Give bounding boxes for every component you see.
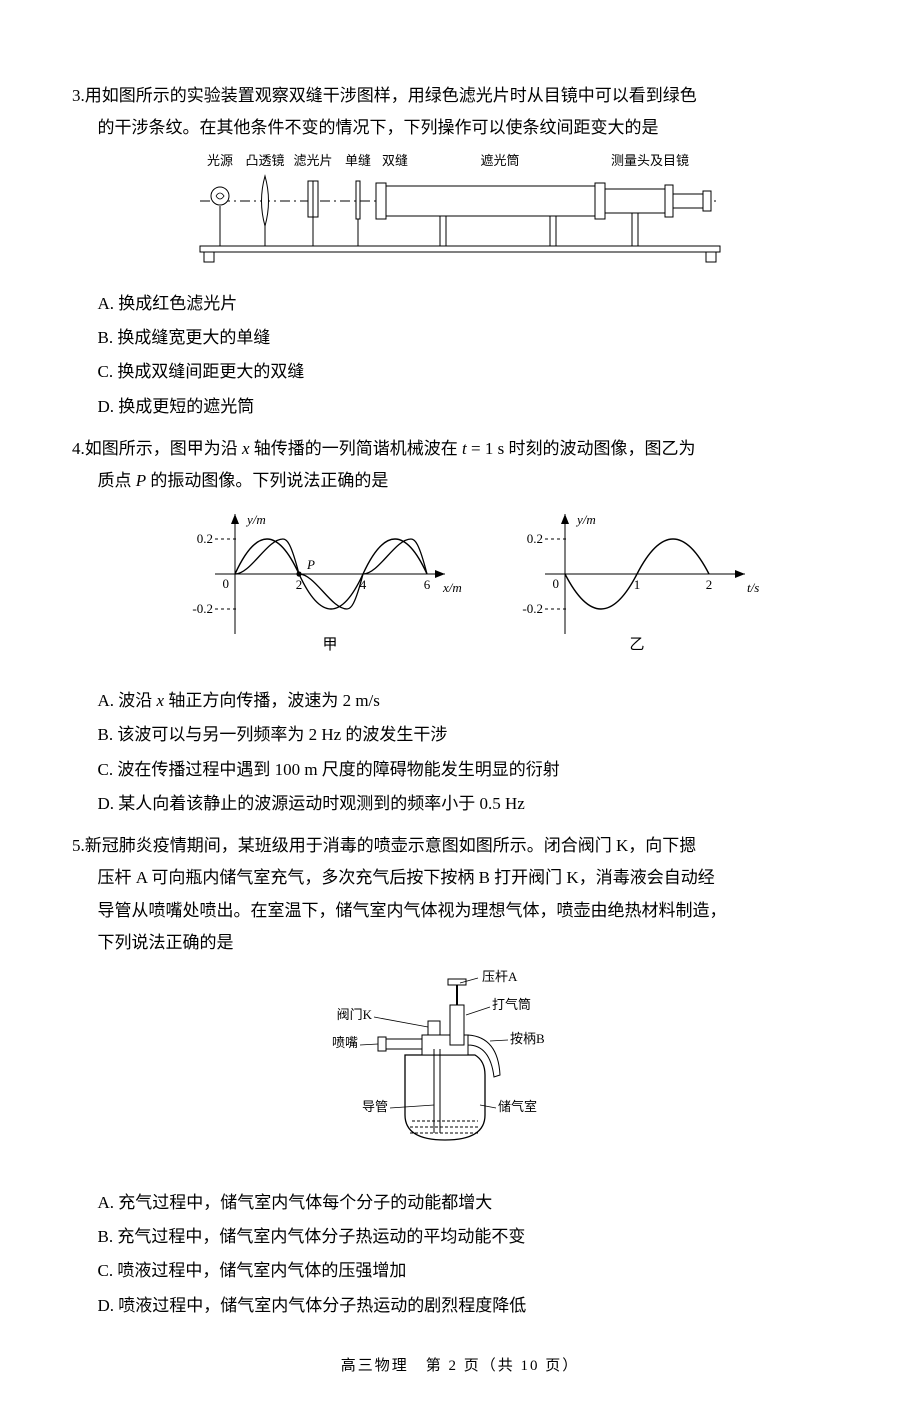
- q4-caption-yi: 乙: [629, 637, 644, 653]
- svg-text:0: 0: [553, 576, 560, 591]
- q5-opt-A: A. 充气过程中，储气室内气体每个分子的动能都增大: [98, 1187, 849, 1219]
- q4-stem-line2: 质点 P 的振动图像。下列说法正确的是: [72, 465, 848, 497]
- svg-text:1: 1: [634, 577, 641, 592]
- q5-label-handleB: 按柄B: [510, 1031, 545, 1046]
- q3-label-lens: 凸透镜: [245, 153, 284, 168]
- q4-opt-A: A. 波沿 x 轴正方向传播，波速为 2 m/s: [98, 685, 849, 717]
- q4-yi-xlabel: t/s: [747, 580, 759, 595]
- q5-label-pump: 打气筒: [492, 997, 531, 1012]
- q3-label-eye: 测量头及目镜: [611, 153, 689, 168]
- svg-text:2: 2: [296, 577, 303, 592]
- svg-text:0: 0: [223, 576, 230, 591]
- q3-stem-line1: 3.用如图所示的实验装置观察双缝干涉图样，用绿色滤光片时从目镜中可以看到绿色: [72, 80, 848, 112]
- q3-label-double: 双缝: [382, 153, 408, 168]
- q3-label-filter: 滤光片: [293, 153, 332, 168]
- q3-figure: 光源 凸透镜 滤光片 单缝 双缝 遮光筒 测量头及目镜: [72, 151, 848, 278]
- question-3: 3.用如图所示的实验装置观察双缝干涉图样，用绿色滤光片时从目镜中可以看到绿色 的…: [72, 80, 848, 423]
- q4-stem-line1: 4.如图所示，图甲为沿 x 轴传播的一列简谐机械波在 t = 1 s 时刻的波动…: [72, 433, 848, 465]
- q4-number: 4.: [72, 439, 85, 458]
- svg-text:4: 4: [360, 577, 367, 592]
- q4-opt-D: D. 某人向着该静止的波源运动时观测到的频率小于 0.5 Hz: [98, 788, 849, 820]
- q5-stem-line3: 导管从喷嘴处喷出。在室温下，储气室内气体视为理想气体，喷壶由绝热材料制造，: [72, 895, 848, 927]
- question-4: 4.如图所示，图甲为沿 x 轴传播的一列简谐机械波在 t = 1 s 时刻的波动…: [72, 433, 848, 820]
- svg-text:6: 6: [424, 577, 431, 592]
- q5-options: A. 充气过程中，储气室内气体每个分子的动能都增大 B. 充气过程中，储气室内气…: [72, 1187, 848, 1322]
- q5-stem-line4: 下列说法正确的是: [72, 927, 848, 959]
- q5-opt-C: C. 喷液过程中，储气室内气体的压强增加: [98, 1255, 849, 1287]
- q4-caption-jia: 甲: [322, 637, 337, 653]
- q4-options: A. 波沿 x 轴正方向传播，波速为 2 m/s B. 该波可以与另一列频率为 …: [72, 685, 848, 820]
- page-footer: 高三物理 第 2 页（共 10 页）: [72, 1352, 848, 1381]
- q4-jia-ylabel: y/m: [245, 512, 266, 527]
- q3-opt-D: D. 换成更短的遮光筒: [98, 391, 849, 423]
- svg-text:0.2: 0.2: [527, 531, 543, 546]
- svg-text:0.2: 0.2: [197, 531, 213, 546]
- q3-label-tube: 遮光筒: [480, 153, 519, 168]
- q3-label-single: 单缝: [345, 153, 371, 168]
- q5-stem-line1: 5.新冠肺炎疫情期间，某班级用于消毒的喷壶示意图如图所示。闭合阀门 K，向下摁: [72, 830, 848, 862]
- q3-options: A. 换成红色滤光片 B. 换成缝宽更大的单缝 C. 换成双缝间距更大的双缝 D…: [72, 288, 848, 423]
- q5-label-tube: 导管: [362, 1099, 388, 1114]
- q5-stem-line2: 压杆 A 可向瓶内储气室充气，多次充气后按下按柄 B 打开阀门 K，消毒液会自动…: [72, 862, 848, 894]
- q5-label-chamber: 储气室: [498, 1099, 537, 1114]
- q5-number: 5.: [72, 836, 85, 855]
- svg-text:-0.2: -0.2: [522, 601, 543, 616]
- q3-opt-B: B. 换成缝宽更大的单缝: [98, 322, 849, 354]
- q5-opt-B: B. 充气过程中，储气室内气体分子热运动的平均动能不变: [98, 1221, 849, 1253]
- q3-opt-C: C. 换成双缝间距更大的双缝: [98, 356, 849, 388]
- q5-figure: 压杆A 阀门K 打气筒 喷嘴 按柄B 导管 储气室: [72, 965, 848, 1176]
- svg-text:-0.2: -0.2: [192, 601, 213, 616]
- q5-label-valveK: 阀门K: [337, 1007, 373, 1022]
- q5-opt-D: D. 喷液过程中，储气室内气体分子热运动的剧烈程度降低: [98, 1290, 849, 1322]
- q4-jia-xlabel: x/m: [442, 580, 462, 595]
- q3-number: 3.: [72, 86, 85, 105]
- q3-stem1-text: 用如图所示的实验装置观察双缝干涉图样，用绿色滤光片时从目镜中可以看到绿色: [85, 86, 697, 105]
- q5-label-nozzle: 喷嘴: [332, 1035, 358, 1050]
- q4-opt-C: C. 波在传播过程中遇到 100 m 尺度的障碍物能发生明显的衍射: [98, 754, 849, 786]
- q3-stem-line2: 的干涉条纹。在其他条件不变的情况下，下列操作可以使条纹间距变大的是: [72, 112, 848, 144]
- q4-yi-ylabel: y/m: [575, 512, 596, 527]
- question-5: 5.新冠肺炎疫情期间，某班级用于消毒的喷壶示意图如图所示。闭合阀门 K，向下摁 …: [72, 830, 848, 1322]
- svg-text:2: 2: [706, 577, 713, 592]
- q4-opt-B: B. 该波可以与另一列频率为 2 Hz 的波发生干涉: [98, 719, 849, 751]
- q5-label-rodA: 压杆A: [482, 969, 518, 984]
- q3-label-light: 光源: [207, 153, 233, 168]
- q4-point-P: P: [306, 557, 315, 572]
- q3-opt-A: A. 换成红色滤光片: [98, 288, 849, 320]
- q4-figure: P y/m 0.2 0 -0.2 2 4 6 x/m 甲: [72, 504, 848, 675]
